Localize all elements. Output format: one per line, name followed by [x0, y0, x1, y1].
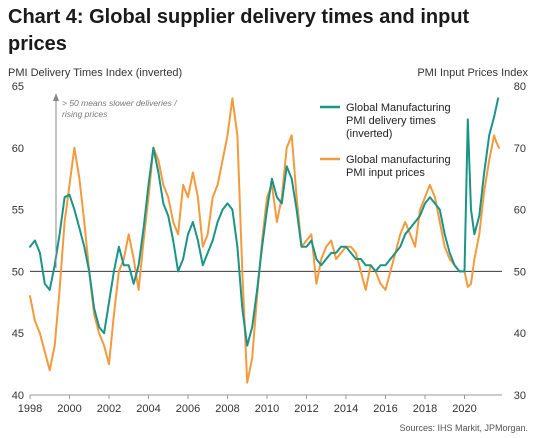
right-axis-title: PMI Input Prices Index [417, 67, 528, 79]
x-tick-label: 2012 [294, 403, 318, 415]
right-tick-label: 40 [514, 328, 526, 340]
x-tick-label: 2018 [413, 403, 437, 415]
series-line-delivery-times [29, 97, 500, 347]
x-tick-label: 2002 [97, 403, 121, 415]
series-lines [29, 97, 500, 384]
series-line-input-prices [29, 97, 500, 384]
legend-label-delivery-times-3: (inverted) [346, 128, 392, 140]
right-tick-label: 70 [514, 143, 526, 155]
right-tick-label: 50 [514, 266, 526, 278]
left-tick-label: 65 [12, 81, 24, 93]
legend-label-delivery-times-1: Global Manufacturing [346, 102, 451, 114]
chart-title-line-1: Chart 4: Global supplier delivery times … [8, 6, 470, 28]
left-tick-label: 45 [12, 328, 24, 340]
annotation-text-line-1: > 50 means slower deliveries / [62, 98, 178, 108]
right-tick-label: 60 [514, 205, 526, 217]
x-tick-label: 2010 [255, 403, 279, 415]
legend-label-input-prices-1: Global manufacturing [346, 154, 451, 166]
axes: 40 45 50 55 60 65 30 40 50 60 70 80 1998 2000 2002 2004… [12, 81, 526, 415]
source-note: Sources: IHS Markit, JPMorgan. [399, 423, 528, 433]
x-tick-label: 2016 [373, 403, 397, 415]
x-tick-label: 2004 [136, 403, 160, 415]
x-tick-label: 2014 [334, 403, 358, 415]
left-tick-label: 50 [12, 266, 24, 278]
x-tick-label: 2000 [57, 403, 81, 415]
left-tick-label: 55 [12, 205, 24, 217]
legend-label-delivery-times-2: PMI delivery times [346, 115, 436, 127]
legend: Global Manufacturing PMI delivery times … [320, 102, 451, 179]
right-tick-label: 30 [514, 390, 526, 402]
annotation-arrowhead [53, 93, 59, 101]
left-axis-title: PMI Delivery Times Index (inverted) [8, 67, 182, 79]
left-tick-label: 40 [12, 390, 24, 402]
annotation: > 50 means slower deliveries / rising pr… [53, 93, 178, 268]
annotation-text-line-2: rising prices [62, 109, 108, 119]
right-tick-label: 80 [514, 81, 526, 93]
left-tick-label: 60 [12, 143, 24, 155]
chart-title-line-2: prices [8, 33, 67, 55]
x-tick-label: 1998 [18, 403, 42, 415]
x-tick-label: 2008 [215, 403, 239, 415]
x-tick-label: 2006 [176, 403, 200, 415]
legend-label-input-prices-2: PMI input prices [346, 167, 425, 179]
x-tick-label: 2020 [452, 403, 476, 415]
